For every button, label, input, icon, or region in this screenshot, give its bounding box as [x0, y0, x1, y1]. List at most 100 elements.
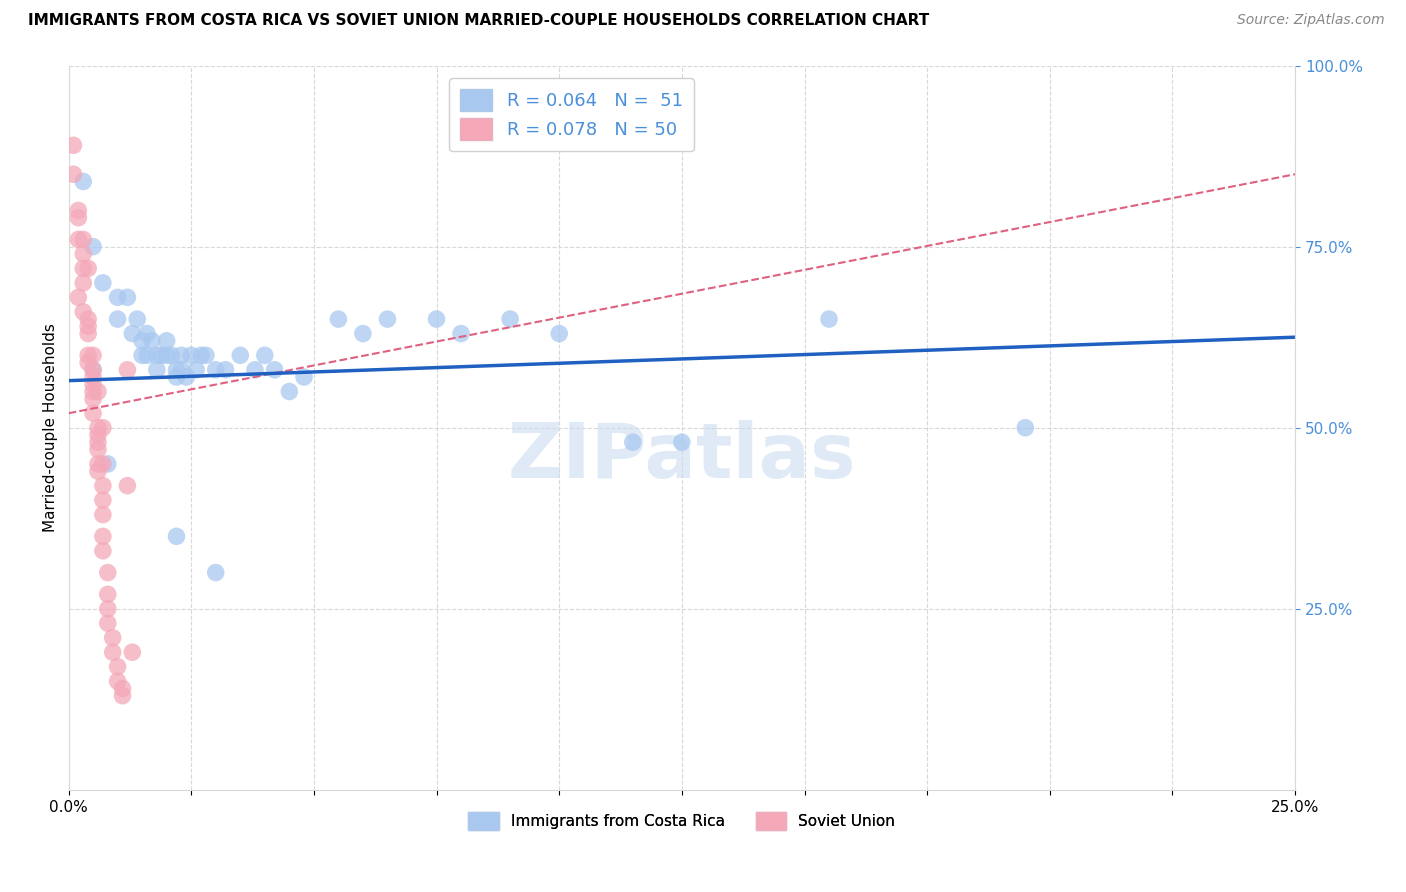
Point — [72, 305, 94, 319]
Point — [131, 334, 153, 348]
Point — [818, 312, 841, 326]
Point — [72, 247, 94, 261]
Point — [91, 493, 114, 508]
Point — [82, 370, 104, 384]
Point — [91, 478, 114, 492]
Point — [72, 232, 94, 246]
Point — [121, 326, 143, 341]
Point — [97, 616, 120, 631]
Point — [82, 406, 104, 420]
Point — [111, 689, 134, 703]
Point — [499, 312, 522, 326]
Point — [72, 174, 94, 188]
Point — [621, 435, 644, 450]
Point — [204, 363, 226, 377]
Point — [67, 211, 90, 225]
Point — [91, 508, 114, 522]
Point — [97, 587, 120, 601]
Point — [671, 435, 693, 450]
Point — [77, 261, 100, 276]
Point — [82, 348, 104, 362]
Point — [82, 363, 104, 377]
Point — [377, 312, 399, 326]
Point — [131, 348, 153, 362]
Point — [77, 355, 100, 369]
Point — [91, 529, 114, 543]
Point — [82, 392, 104, 406]
Point — [278, 384, 301, 399]
Point — [263, 363, 285, 377]
Point — [97, 566, 120, 580]
Point — [160, 348, 183, 362]
Point — [87, 421, 110, 435]
Text: IMMIGRANTS FROM COSTA RICA VS SOVIET UNION MARRIED-COUPLE HOUSEHOLDS CORRELATION: IMMIGRANTS FROM COSTA RICA VS SOVIET UNI… — [28, 13, 929, 29]
Point — [101, 631, 124, 645]
Point — [328, 312, 350, 326]
Point — [136, 326, 159, 341]
Point — [352, 326, 374, 341]
Point — [204, 566, 226, 580]
Point — [194, 348, 217, 362]
Point — [91, 421, 114, 435]
Point — [82, 384, 104, 399]
Point — [107, 312, 129, 326]
Point — [77, 319, 100, 334]
Point — [107, 290, 129, 304]
Point — [184, 363, 207, 377]
Point — [87, 442, 110, 457]
Point — [121, 645, 143, 659]
Point — [166, 370, 188, 384]
Point — [1014, 421, 1036, 435]
Point — [67, 232, 90, 246]
Y-axis label: Married-couple Households: Married-couple Households — [44, 323, 58, 533]
Point — [117, 290, 139, 304]
Point — [87, 457, 110, 471]
Point — [91, 276, 114, 290]
Point — [82, 240, 104, 254]
Point — [146, 348, 169, 362]
Point — [77, 348, 100, 362]
Point — [166, 363, 188, 377]
Point — [156, 348, 179, 362]
Text: ZIPatlas: ZIPatlas — [508, 420, 856, 493]
Point — [141, 334, 163, 348]
Point — [170, 348, 193, 362]
Point — [62, 138, 84, 153]
Point — [82, 377, 104, 392]
Point — [91, 457, 114, 471]
Point — [170, 363, 193, 377]
Point — [87, 428, 110, 442]
Point — [425, 312, 447, 326]
Point — [107, 674, 129, 689]
Point — [190, 348, 212, 362]
Point — [146, 363, 169, 377]
Point — [292, 370, 315, 384]
Legend: Immigrants from Costa Rica, Soviet Union: Immigrants from Costa Rica, Soviet Union — [463, 805, 901, 837]
Point — [253, 348, 276, 362]
Point — [156, 334, 179, 348]
Point — [77, 326, 100, 341]
Point — [67, 290, 90, 304]
Point — [62, 167, 84, 181]
Point — [111, 681, 134, 696]
Point — [150, 348, 173, 362]
Point — [72, 261, 94, 276]
Point — [91, 544, 114, 558]
Point — [97, 601, 120, 615]
Point — [229, 348, 252, 362]
Point — [214, 363, 236, 377]
Point — [243, 363, 266, 377]
Point — [72, 276, 94, 290]
Point — [174, 370, 197, 384]
Point — [180, 348, 202, 362]
Text: Source: ZipAtlas.com: Source: ZipAtlas.com — [1237, 13, 1385, 28]
Point — [77, 312, 100, 326]
Point — [117, 478, 139, 492]
Point — [117, 363, 139, 377]
Point — [450, 326, 472, 341]
Point — [166, 529, 188, 543]
Point — [87, 464, 110, 478]
Point — [127, 312, 149, 326]
Point — [82, 363, 104, 377]
Point — [548, 326, 571, 341]
